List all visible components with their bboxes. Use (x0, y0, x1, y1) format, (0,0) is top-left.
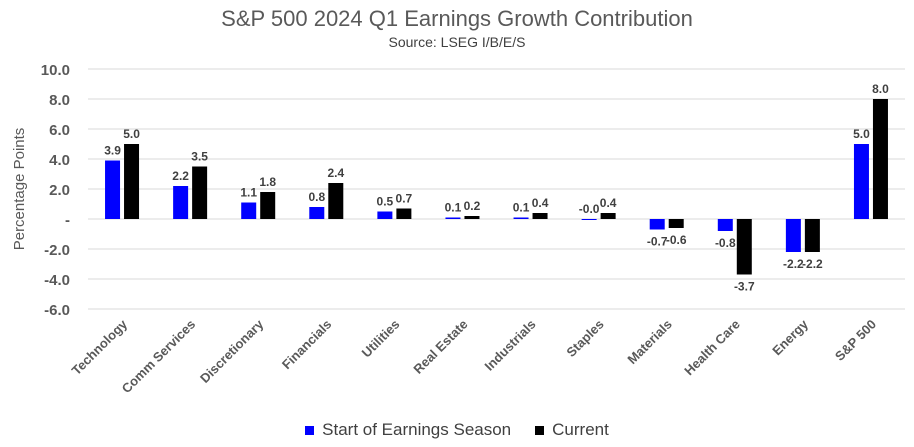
data-label: 5.0 (123, 127, 140, 141)
y-tick-label: - (65, 212, 70, 229)
x-tick-label: Real Estate (410, 317, 470, 377)
x-tick-label: Utilities (359, 317, 403, 361)
bar-current (192, 166, 208, 219)
chart-title: S&P 500 2024 Q1 Earnings Growth Contribu… (221, 6, 693, 31)
chart-subtitle: Source: LSEG I/B/E/S (388, 34, 526, 50)
data-label: 3.9 (104, 144, 121, 158)
y-tick-label: 2.0 (49, 182, 70, 199)
x-tick-label: S&P 500 (832, 317, 879, 364)
data-label: -3.7 (734, 280, 755, 294)
y-tick-label: 8.0 (49, 92, 70, 109)
data-label: 0.2 (464, 199, 481, 213)
data-label: 0.1 (445, 201, 462, 215)
data-label: 0.8 (308, 190, 325, 204)
data-label: 2.4 (327, 166, 344, 180)
legend-swatch-start (305, 425, 315, 435)
data-label: -2.2 (783, 257, 804, 271)
bar-start (309, 207, 325, 219)
bar-current (328, 183, 344, 219)
y-tick-label: 10.0 (41, 62, 70, 79)
x-tick-label: Discretionary (197, 316, 267, 386)
legend-item-current: Current (535, 420, 609, 440)
data-label: 2.2 (172, 169, 189, 183)
bar-current (396, 208, 412, 219)
legend-label-start: Start of Earnings Season (322, 420, 512, 439)
legend-swatch-current (535, 425, 545, 435)
bar-current (804, 219, 820, 252)
x-tick-label: Energy (769, 316, 811, 358)
legend-item-start: Start of Earnings Season (305, 420, 511, 440)
x-tick-label: Materials (624, 317, 674, 367)
data-label: 0.5 (377, 195, 394, 209)
data-label: 1.8 (259, 175, 276, 189)
legend-label-current: Current (552, 420, 609, 439)
data-label: -2.2 (802, 257, 823, 271)
x-tick-label: Comm Services (119, 317, 199, 397)
data-label: 8.0 (872, 82, 889, 96)
data-label: -0.8 (715, 236, 736, 250)
data-label: -0.7 (647, 235, 668, 249)
bar-start (377, 211, 393, 219)
x-tick-label: Health Care (681, 317, 743, 379)
data-label: 3.5 (191, 150, 208, 164)
x-tick-label: Technology (69, 316, 131, 378)
bar-start (853, 144, 869, 219)
bar-start (785, 219, 801, 252)
data-label: 0.4 (532, 196, 549, 210)
bar-start (717, 219, 733, 231)
bar-current (736, 219, 752, 275)
x-tick-label: Industrials (482, 317, 539, 374)
data-label: -0.6 (666, 233, 687, 247)
y-tick-label: -6.0 (44, 302, 70, 319)
data-label: 0.7 (396, 192, 413, 206)
legend: Start of Earnings Season Current (0, 420, 914, 440)
bar-current (532, 213, 548, 219)
data-label: -0.0 (579, 202, 600, 216)
y-tick-label: -2.0 (44, 242, 70, 259)
bar-start (513, 217, 529, 219)
y-tick-label: -4.0 (44, 272, 70, 289)
bar-start (649, 219, 665, 230)
bar-start (581, 219, 597, 220)
bar-current (872, 99, 888, 219)
data-label: 5.0 (853, 127, 870, 141)
x-tick-label: Financials (279, 317, 335, 373)
bar-current (464, 216, 480, 219)
x-tick-label: Staples (563, 317, 606, 360)
data-label: 0.4 (600, 196, 617, 210)
bar-start (445, 217, 461, 219)
bar-current (668, 219, 684, 228)
bar-current (600, 213, 616, 219)
bar-start (173, 186, 189, 219)
y-tick-label: 4.0 (49, 152, 70, 169)
bar-start (241, 202, 257, 219)
data-label: 0.1 (513, 201, 530, 215)
bar-current (260, 192, 276, 219)
bar-current (124, 144, 140, 219)
data-label: 1.1 (240, 186, 257, 200)
y-tick-label: 6.0 (49, 122, 70, 139)
y-axis-label: Percentage Points (11, 128, 28, 251)
bar-start (105, 160, 121, 219)
